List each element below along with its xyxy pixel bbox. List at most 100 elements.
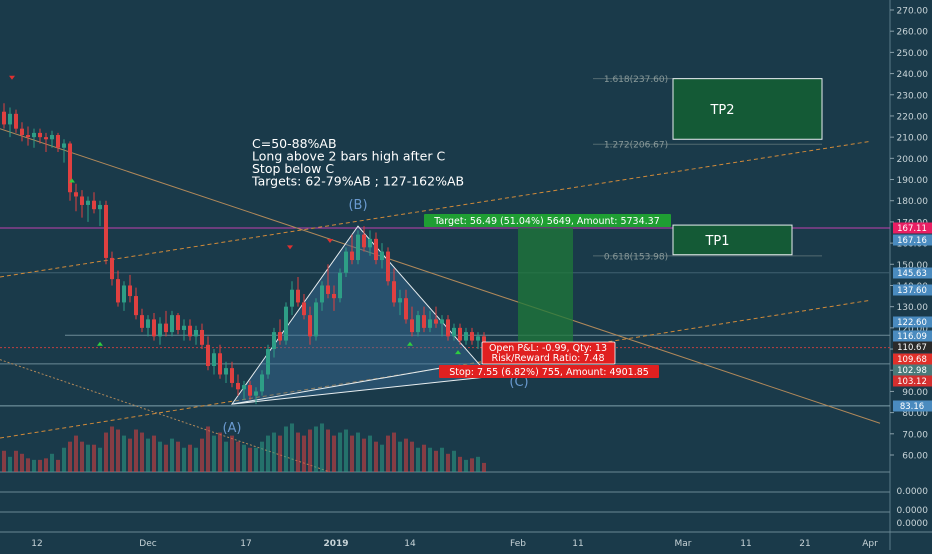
candle-body (104, 205, 108, 258)
price-tick-label: 240.00 (897, 70, 929, 80)
volume-bar (470, 458, 474, 472)
candle-body (56, 135, 60, 148)
volume-bar (176, 442, 180, 472)
volume-bar (356, 433, 360, 472)
candle-body (14, 114, 18, 129)
candle-body (62, 144, 66, 148)
candle-body (350, 252, 354, 260)
candle-body (410, 319, 414, 332)
volume-bar (434, 451, 438, 472)
volume-bar (260, 442, 264, 472)
price-tag-label: 137.60 (897, 286, 927, 296)
candle-body (428, 319, 432, 327)
volume-bar (350, 436, 354, 472)
candle-body (338, 273, 342, 298)
candle-body (248, 385, 252, 396)
stop-label: Stop: 7.55 (6.82%) 755, Amount: 4901.85 (449, 367, 649, 378)
volume-bar (344, 430, 348, 472)
time-tick-label: 11 (572, 539, 583, 549)
volume-bar (182, 448, 186, 472)
candle-body (218, 353, 222, 374)
volume-bar (158, 442, 162, 472)
candle-body (38, 133, 42, 137)
candle-body (260, 374, 264, 391)
volume-bar (20, 454, 24, 472)
candle-body (200, 330, 204, 345)
volume-bar (110, 427, 114, 473)
price-tick-label: 210.00 (897, 134, 929, 144)
volume-bar (224, 442, 228, 472)
candle-body (386, 252, 390, 282)
candle-body (434, 319, 438, 323)
candle-body (440, 319, 444, 323)
time-tick-label: 14 (404, 539, 416, 549)
rr-label: Risk/Reward Ratio: 7.48 (491, 353, 604, 364)
candle-body (242, 385, 246, 389)
candle-body (80, 196, 84, 204)
volume-bar (428, 448, 432, 472)
price-tick-label: 230.00 (897, 91, 929, 101)
time-tick-label: 2019 (323, 539, 348, 549)
price-tag-label: 109.68 (897, 355, 927, 365)
volume-bar (2, 451, 6, 472)
volume-bar (146, 439, 150, 472)
volume-bar (332, 436, 336, 472)
volume-bar (278, 436, 282, 472)
volume-bar (212, 436, 216, 472)
target-box-label: TP1 (704, 234, 729, 249)
price-tag-label: 110.67 (897, 343, 927, 353)
pattern-label-b: (B) (348, 198, 367, 213)
price-tick-label: 200.00 (897, 155, 929, 165)
price-tick-label: 220.00 (897, 112, 929, 122)
candle-body (212, 353, 216, 366)
candle-body (464, 332, 468, 340)
price-tick-label: 180.00 (897, 197, 929, 207)
volume-bar (302, 436, 306, 472)
price-tag-label: 102.98 (897, 366, 927, 376)
candle-body (206, 345, 210, 366)
volume-bar (272, 433, 276, 472)
candle-body (320, 285, 324, 302)
candle-body (122, 285, 126, 302)
price-tick-label: 250.00 (897, 49, 929, 59)
candle-body (188, 326, 192, 337)
candle-body (308, 315, 312, 336)
volume-bar (14, 451, 18, 472)
candle-body (128, 285, 132, 296)
candle-body (380, 252, 384, 260)
price-tick-label: 70.00 (902, 430, 928, 440)
volume-bar (236, 442, 240, 472)
candle-body (398, 298, 402, 302)
indicator-tick-label: 0.0000 (897, 487, 929, 497)
candle-body (290, 290, 294, 307)
pattern-label-a: (A) (222, 421, 241, 436)
volume-bar (44, 458, 48, 472)
volume-bar (56, 460, 60, 472)
volume-bar (482, 463, 486, 472)
candle-body (296, 290, 300, 303)
candle-body (182, 326, 186, 330)
candle-body (446, 319, 450, 336)
candle-body (224, 368, 228, 374)
candle-body (362, 235, 366, 248)
volume-bar (338, 433, 342, 472)
volume-bar (62, 448, 66, 472)
candle-body (416, 315, 420, 332)
volume-bar (422, 445, 426, 472)
price-tag-label: 103.12 (897, 377, 927, 387)
candle-body (374, 239, 378, 260)
annotation-line: Targets: 62-79%AB ; 127-162%AB (251, 174, 464, 189)
volume-bar (458, 457, 462, 472)
price-tick-label: 90.00 (902, 388, 928, 398)
candle-body (230, 368, 234, 383)
candle-body (44, 137, 48, 139)
price-tag-label: 116.09 (897, 332, 927, 342)
volume-bar (248, 448, 252, 472)
candle-body (344, 252, 348, 273)
time-tick-label: Mar (675, 539, 692, 549)
candle-body (302, 302, 306, 315)
candle-body (266, 349, 270, 374)
candle-body (278, 332, 282, 340)
volume-bar (230, 436, 234, 472)
